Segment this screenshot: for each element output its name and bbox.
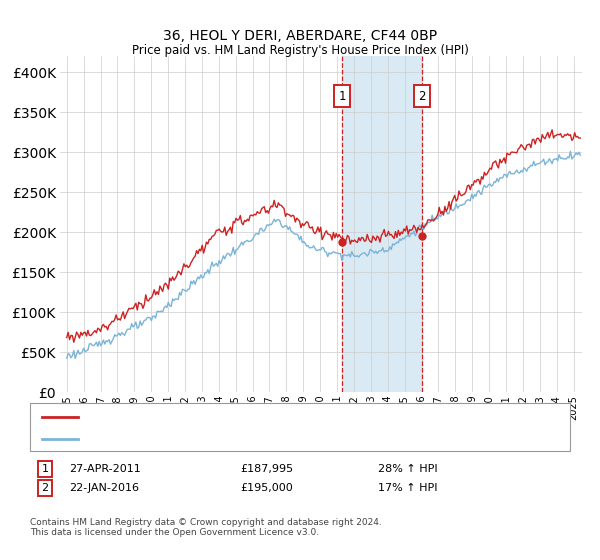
Text: 36, HEOL Y DERI, ABERDARE, CF44 0BP: 36, HEOL Y DERI, ABERDARE, CF44 0BP (163, 29, 437, 44)
Text: 2: 2 (419, 90, 426, 102)
Text: 36, HEOL Y DERI, ABERDARE, CF44 0BP (detached house): 36, HEOL Y DERI, ABERDARE, CF44 0BP (det… (87, 412, 387, 422)
Text: 1: 1 (338, 90, 346, 102)
Bar (342, 56, 422, 392)
Text: £195,000: £195,000 (240, 483, 293, 493)
Text: Contains HM Land Registry data © Crown copyright and database right 2024.
This d: Contains HM Land Registry data © Crown c… (30, 518, 382, 538)
Text: 22-JAN-2016: 22-JAN-2016 (69, 483, 139, 493)
Text: 27-APR-2011: 27-APR-2011 (69, 464, 141, 474)
Text: 1: 1 (41, 464, 49, 474)
Text: HPI: Average price, detached house, Rhondda Cynon Taf: HPI: Average price, detached house, Rhon… (87, 434, 380, 444)
Text: £187,995: £187,995 (240, 464, 293, 474)
Text: 17% ↑ HPI: 17% ↑ HPI (378, 483, 437, 493)
Text: 28% ↑ HPI: 28% ↑ HPI (378, 464, 437, 474)
Text: 2: 2 (41, 483, 49, 493)
Text: Price paid vs. HM Land Registry's House Price Index (HPI): Price paid vs. HM Land Registry's House … (131, 44, 469, 57)
